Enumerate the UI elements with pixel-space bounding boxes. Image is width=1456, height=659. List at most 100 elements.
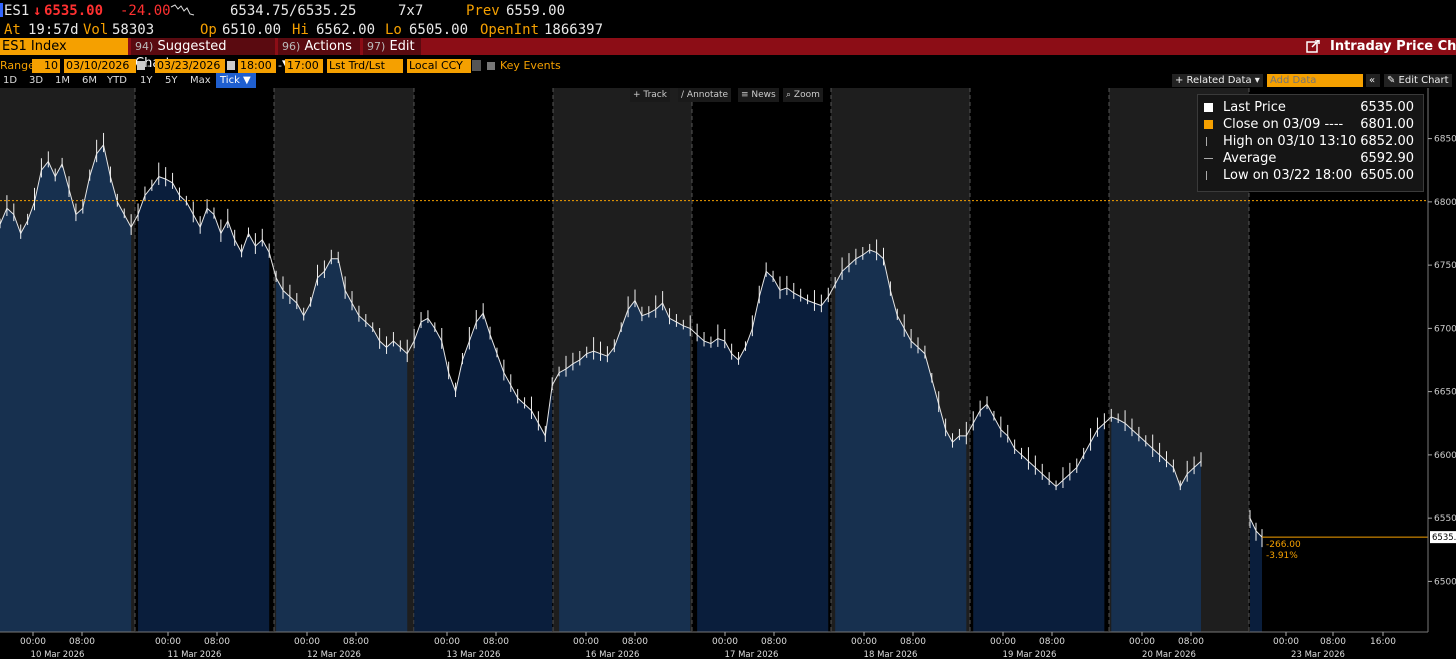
x-tick-label: 08:00 bbox=[1320, 637, 1346, 647]
period-max[interactable]: Max bbox=[190, 75, 211, 86]
day-label: 17 Mar 2026 bbox=[725, 650, 779, 659]
area-fill bbox=[0, 144, 132, 632]
chart-settings: Range 10 03/10/2026 - 03/23/2026 18:00 -… bbox=[0, 58, 1456, 74]
hi-value: 6562.00 bbox=[316, 22, 376, 38]
currency-select[interactable]: Local CCY bbox=[407, 59, 471, 73]
quote-line: ES1 ↓ 6535.00 -24.00 6534.75/6535.25 7x7… bbox=[0, 0, 1456, 22]
sparkline-icon bbox=[170, 4, 195, 16]
y-tick-label: 6550 bbox=[1434, 514, 1456, 524]
annotate-tool[interactable]: ∕ Annotate bbox=[678, 88, 732, 102]
change-abs-label: -266.00 bbox=[1266, 540, 1301, 550]
ticker-label: ES1 bbox=[0, 0, 29, 22]
period-1y[interactable]: 1Y bbox=[140, 75, 153, 86]
legend-last-label: Last Price bbox=[1223, 100, 1286, 115]
last-price: 6535.00 bbox=[44, 3, 104, 19]
related-data-button[interactable]: + Related Data ▾ bbox=[1172, 74, 1263, 87]
y-tick-label: 6800 bbox=[1434, 198, 1456, 208]
net-change: -24.00 bbox=[120, 3, 171, 19]
range-days-field[interactable]: 10 bbox=[32, 59, 60, 73]
day-label: 16 Mar 2026 bbox=[586, 650, 640, 659]
y-tick-label: 6850 bbox=[1434, 135, 1456, 145]
at-label: At bbox=[4, 22, 21, 38]
suggested-charts-button[interactable]: 94) Suggested Charts ▾ bbox=[131, 38, 275, 71]
key-events-label[interactable]: Key Events bbox=[500, 59, 561, 72]
legend-average-value: 6592.90 bbox=[1360, 151, 1414, 166]
edit-button[interactable]: 97) Edit ▾ bbox=[363, 38, 421, 71]
quote-details: At 19:57d Vol 58303 Op 6510.00 Hi 6562.0… bbox=[0, 22, 1456, 39]
zoom-tool[interactable]: ⌕ Zoom bbox=[783, 88, 823, 102]
prev-value: 6559.00 bbox=[506, 3, 566, 19]
track-tool[interactable]: + Track bbox=[630, 88, 670, 102]
actions-button[interactable]: 96) Actions ▾ bbox=[278, 38, 360, 71]
price-type-select[interactable]: Lst Trd/Lst Px bbox=[327, 59, 403, 73]
news-icon: ≡ bbox=[741, 90, 752, 100]
last-price-marker-label: 6535. bbox=[1432, 533, 1456, 543]
legend-low: Low on 03/22 18:00 6505.00 bbox=[1204, 167, 1418, 184]
start-date-field[interactable]: 03/10/2026 bbox=[64, 59, 136, 73]
legend-low-label: Low on 03/22 18:00 bbox=[1223, 168, 1353, 183]
news-label: News bbox=[751, 90, 776, 100]
x-tick-label: 00:00 bbox=[990, 637, 1016, 647]
x-tick-label: 08:00 bbox=[483, 637, 509, 647]
bid-ask: 6534.75/6535.25 bbox=[230, 3, 357, 19]
start-time-field[interactable]: 18:00 bbox=[238, 59, 276, 73]
area-fill bbox=[1111, 416, 1201, 632]
day-label: 11 Mar 2026 bbox=[168, 650, 222, 659]
area-fill bbox=[697, 271, 829, 632]
legend-average-label: Average bbox=[1223, 151, 1277, 166]
legend-high-value: 6852.00 bbox=[1360, 134, 1414, 149]
x-tick-label: 00:00 bbox=[20, 637, 46, 647]
y-tick-label: 6600 bbox=[1434, 451, 1456, 461]
track-label: Track bbox=[643, 90, 667, 100]
x-tick-label: 00:00 bbox=[712, 637, 738, 647]
y-tick-label: 6650 bbox=[1434, 388, 1456, 398]
change-pct-label: -3.91% bbox=[1266, 551, 1298, 561]
news-tool[interactable]: ≡ News bbox=[738, 88, 779, 102]
y-axis-background bbox=[1428, 88, 1456, 659]
end-time-field[interactable]: 17:00 bbox=[285, 59, 323, 73]
legend-close-value: 6801.00 bbox=[1360, 117, 1414, 132]
down-arrow-icon: ↓ bbox=[33, 3, 42, 19]
legend-average: Average 6592.90 bbox=[1204, 150, 1418, 167]
legend-close-label: Close on 03/09 ---- bbox=[1223, 117, 1344, 132]
calendar-icon[interactable] bbox=[137, 61, 145, 70]
op-label: Op bbox=[200, 22, 217, 38]
x-tick-label: 00:00 bbox=[1273, 637, 1299, 647]
tick-select[interactable]: Tick ▼ bbox=[216, 73, 256, 88]
dropdown-arrow-icon[interactable] bbox=[472, 60, 481, 71]
edit-chart-button[interactable]: ✎ Edit Chart bbox=[1384, 74, 1452, 87]
op-value: 6510.00 bbox=[222, 22, 282, 38]
actions-number: 96) bbox=[282, 40, 301, 53]
period-6m[interactable]: 6M bbox=[82, 75, 97, 86]
day-label: 18 Mar 2026 bbox=[864, 650, 918, 659]
calendar-icon[interactable] bbox=[227, 61, 235, 70]
y-tick-label: 6500 bbox=[1434, 577, 1456, 587]
period-selector: 1D 3D 1M 6M YTD 1Y 5Y Max Tick ▼ + Relat… bbox=[0, 73, 1456, 88]
edit-number: 97) bbox=[367, 40, 386, 53]
legend-last-value: 6535.00 bbox=[1360, 100, 1414, 115]
add-data-input[interactable] bbox=[1267, 74, 1363, 87]
quote-time: 19:57d bbox=[28, 22, 79, 38]
area-fill bbox=[276, 258, 408, 632]
checkbox-icon[interactable] bbox=[487, 62, 495, 70]
day-label: 23 Mar 2026 bbox=[1291, 650, 1345, 659]
x-tick-label: 08:00 bbox=[761, 637, 787, 647]
chart-title: Intraday Price Chart bbox=[1330, 39, 1456, 54]
x-tick-label: 08:00 bbox=[343, 637, 369, 647]
lo-value: 6505.00 bbox=[409, 22, 469, 38]
collapse-icon[interactable]: « bbox=[1366, 74, 1380, 87]
period-3d[interactable]: 3D bbox=[29, 75, 44, 86]
openint-value: 1866397 bbox=[544, 22, 604, 38]
period-1d[interactable]: 1D bbox=[3, 75, 18, 86]
legend-high-label: High on 03/10 13:10 bbox=[1223, 134, 1357, 149]
end-date-field[interactable]: 03/23/2026 bbox=[155, 59, 225, 73]
security-field[interactable]: ES1 Index bbox=[0, 38, 128, 55]
suggested-charts-number: 94) bbox=[135, 40, 154, 53]
period-1m[interactable]: 1M bbox=[55, 75, 70, 86]
period-ytd[interactable]: YTD bbox=[107, 75, 127, 86]
vol-value: 58303 bbox=[112, 22, 155, 38]
bid-ask-size: 7x7 bbox=[398, 3, 424, 19]
launch-icon[interactable] bbox=[1306, 40, 1320, 53]
period-5y[interactable]: 5Y bbox=[165, 75, 178, 86]
day-label: 13 Mar 2026 bbox=[447, 650, 501, 659]
